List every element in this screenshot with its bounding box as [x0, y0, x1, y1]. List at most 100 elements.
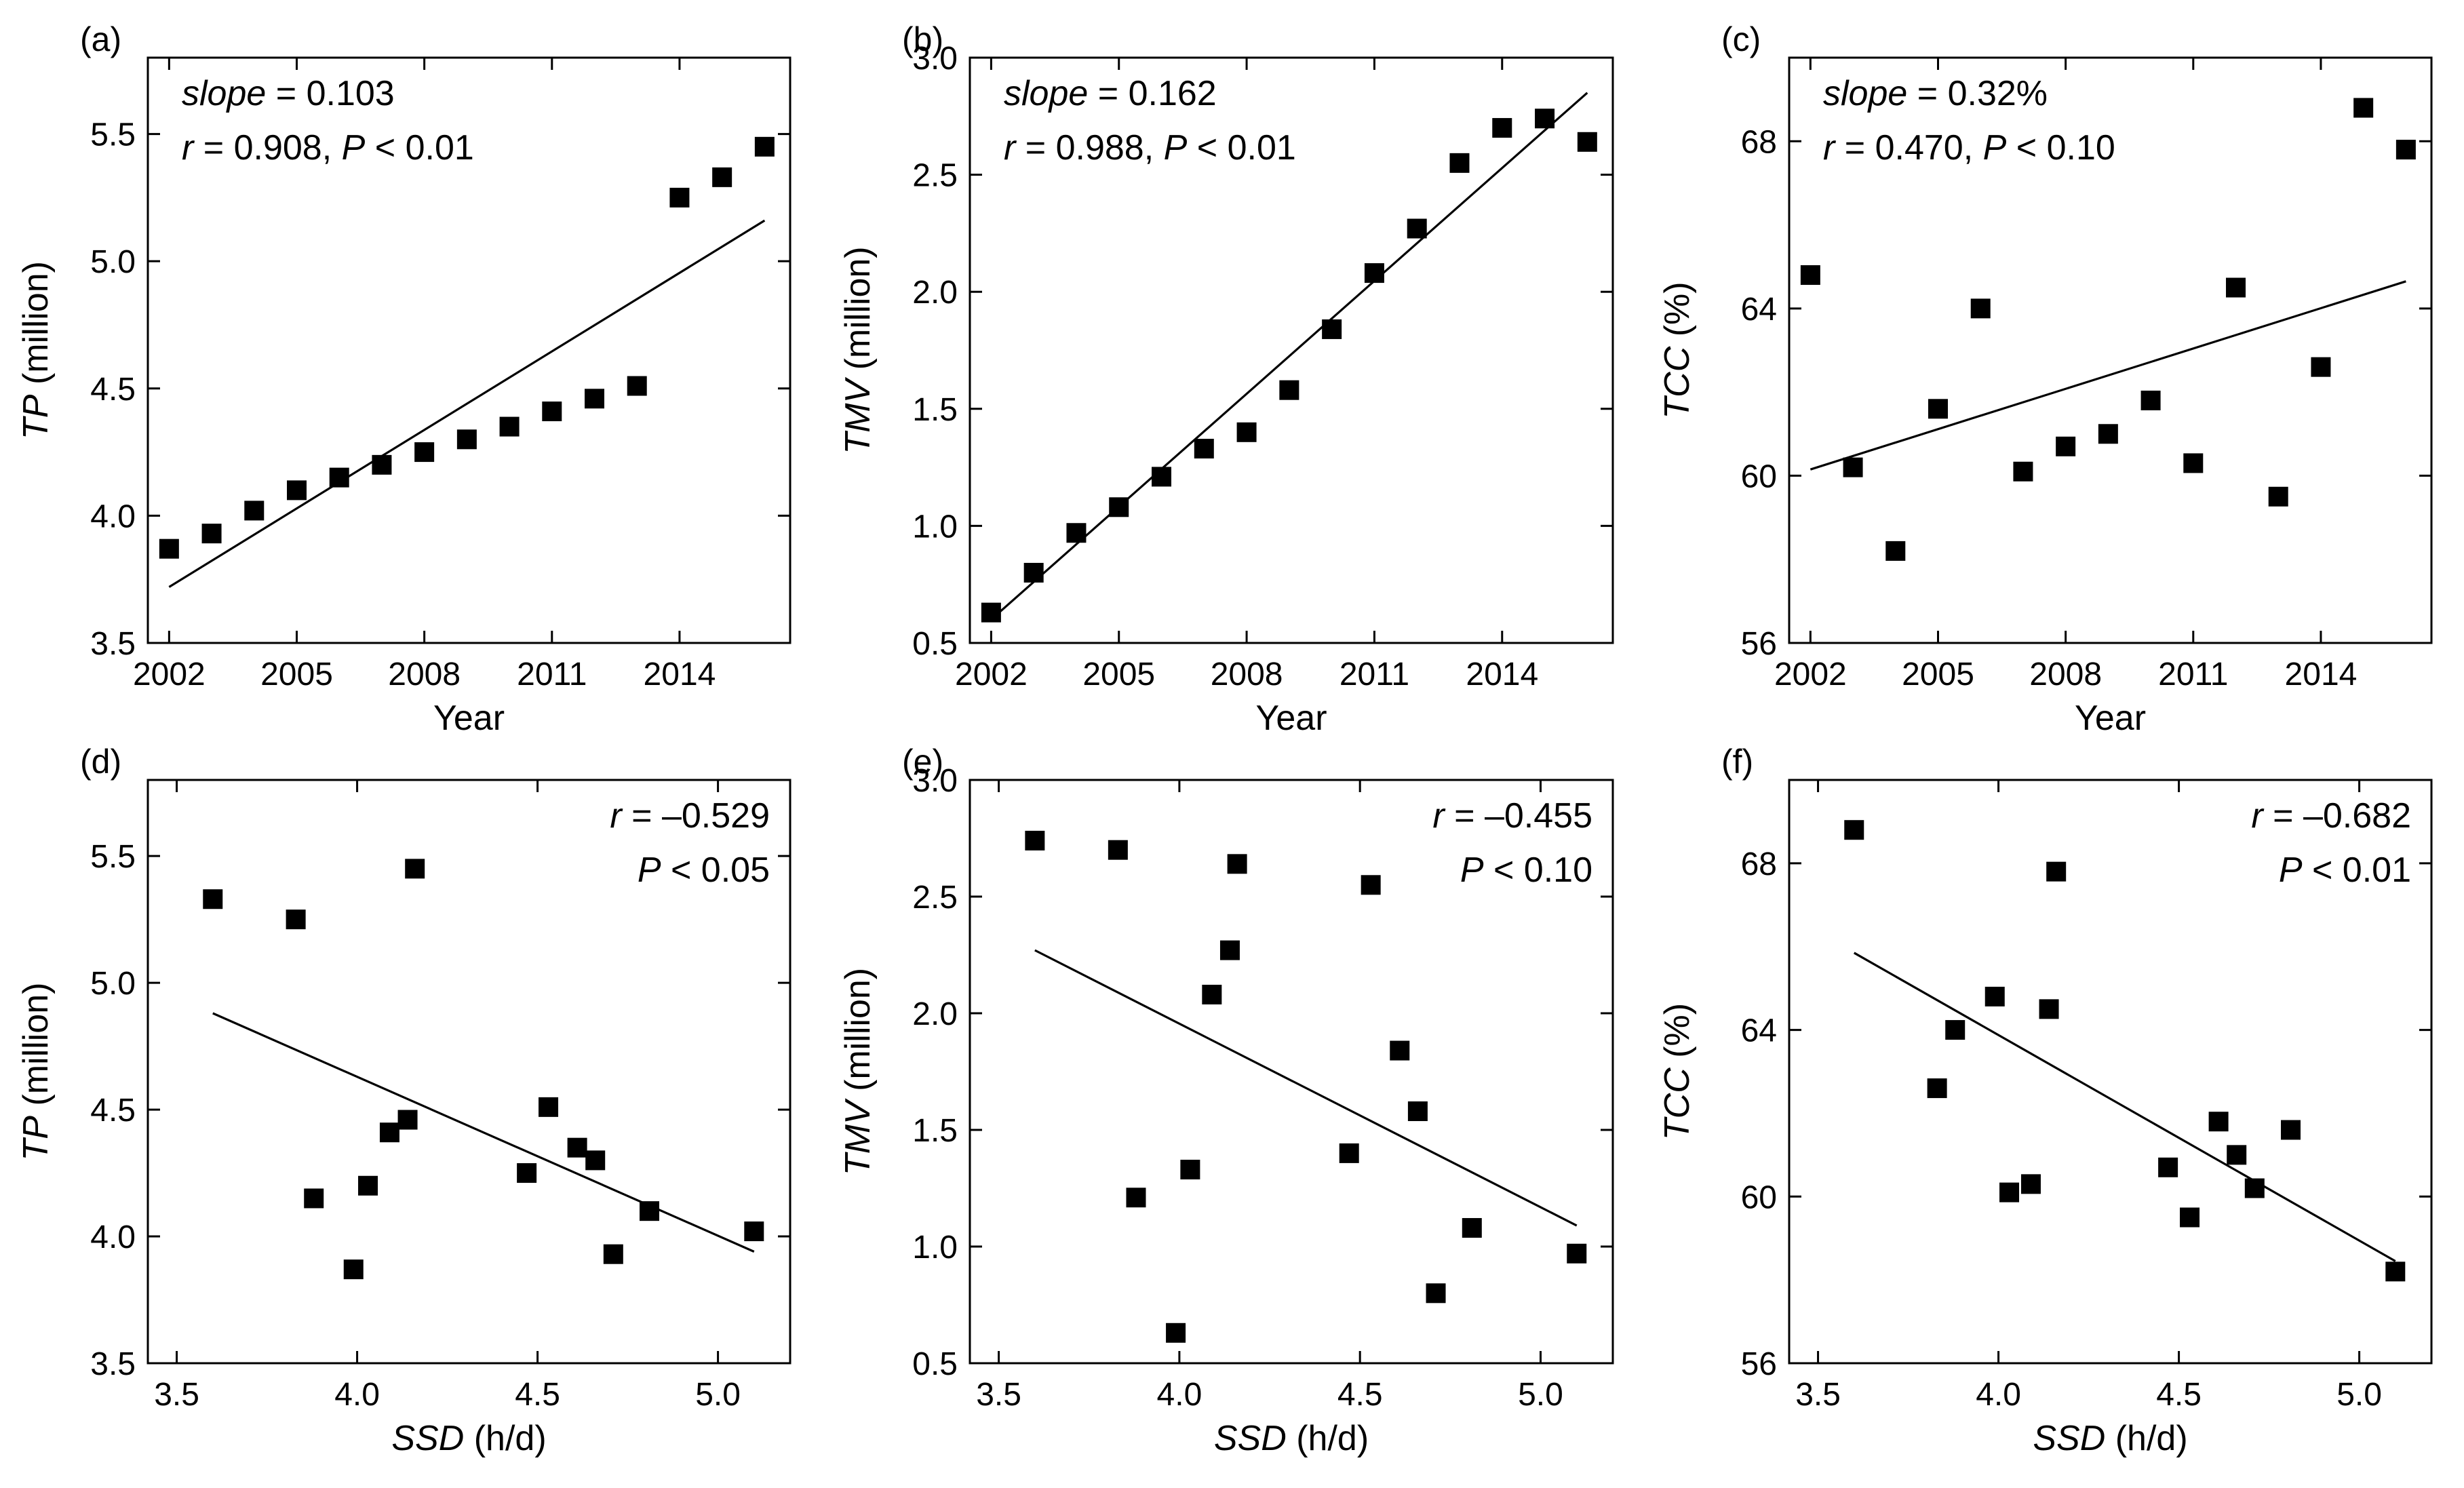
- data-point: [1928, 399, 1949, 419]
- data-point: [1202, 984, 1222, 1004]
- data-point: [1462, 1217, 1482, 1238]
- y-tick-label: 2.5: [912, 158, 958, 194]
- x-tick-label: 4.0: [334, 1377, 380, 1413]
- x-tick-label: 3.5: [976, 1377, 1021, 1413]
- data-point: [159, 539, 179, 559]
- x-tick-label: 2014: [2285, 657, 2358, 692]
- data-point: [1108, 840, 1128, 860]
- data-point: [405, 859, 425, 879]
- stat-annotation: slope = 0.162: [1004, 74, 1217, 113]
- data-point: [1339, 1143, 1359, 1163]
- data-point: [1109, 497, 1129, 517]
- data-point: [2046, 861, 2067, 882]
- data-point: [1844, 820, 1864, 840]
- stat-annotation: r = –0.455: [1432, 796, 1592, 836]
- x-axis-label: Year: [433, 699, 505, 738]
- y-axis-label: TMV (million): [838, 968, 878, 1175]
- x-tick-label: 4.0: [1157, 1377, 1202, 1413]
- x-axis-label: Year: [1255, 699, 1327, 738]
- panel-label: (d): [80, 743, 121, 781]
- x-tick-label: 2011: [1339, 657, 1409, 692]
- x-axis-label: SSD (h/d): [391, 1419, 546, 1458]
- data-point: [379, 1122, 399, 1143]
- data-point: [1970, 298, 1991, 319]
- data-point: [397, 1110, 418, 1130]
- data-point: [2140, 390, 2161, 410]
- data-point: [1885, 541, 1906, 561]
- data-point: [585, 1150, 606, 1171]
- stat-annotation: r = 0.908, P < 0.01: [182, 128, 474, 168]
- y-tick-label: 3.5: [90, 626, 136, 662]
- data-point: [585, 389, 605, 409]
- data-point: [414, 442, 435, 463]
- panel-f: (f) 3.5 4.0 4.5 5.0 56 60 64 68 SSD (h/d) TCC (%) r…: [1658, 743, 2433, 1458]
- stat-annotation: slope = 0.103: [182, 74, 395, 113]
- y-tick-label: 3.5: [90, 1346, 136, 1382]
- regression-line: [212, 1012, 755, 1253]
- data-point: [640, 1201, 660, 1221]
- data-point: [2013, 461, 2033, 482]
- data-point: [372, 454, 392, 475]
- stat-annotation: r = –0.529: [610, 796, 770, 836]
- y-tick-label: 5.5: [90, 839, 136, 875]
- y-tick-label: 2.5: [912, 880, 958, 916]
- y-tick-label: 68: [1741, 846, 1777, 882]
- data-point: [2227, 1145, 2247, 1165]
- data-point: [1025, 830, 1045, 850]
- x-tick-label: 2014: [644, 657, 716, 692]
- data-point: [2244, 1178, 2265, 1198]
- x-axis-label: SSD (h/d): [1214, 1419, 1369, 1458]
- panel-label: (c): [1721, 20, 1761, 58]
- x-tick-label: 2002: [955, 657, 1028, 692]
- y-tick-label: 2.0: [912, 996, 958, 1032]
- regression-line: [990, 92, 1588, 621]
- y-tick-label: 1.0: [912, 509, 958, 545]
- y-tick-label: 56: [1741, 626, 1777, 662]
- x-tick-label: 2005: [1902, 657, 1974, 692]
- data-point: [1800, 265, 1820, 286]
- data-point: [627, 376, 647, 396]
- data-point: [2039, 999, 2059, 1019]
- data-point: [1577, 132, 1597, 152]
- data-point: [669, 187, 690, 208]
- data-point: [744, 1221, 764, 1242]
- x-tick-label: 2002: [1774, 657, 1847, 692]
- data-point: [1227, 854, 1247, 874]
- stat-annotation: r = 0.470, P < 0.10: [1823, 128, 2115, 168]
- data-point: [1236, 422, 1257, 442]
- data-point: [2158, 1157, 2178, 1177]
- x-tick-label: 2011: [2158, 657, 2228, 692]
- panel-a: (a) 2002 2005 2008 2011 2014 3.5 4.0 4.5 5.0 5.5 Ye…: [16, 20, 791, 738]
- y-tick-label: 1.5: [912, 392, 958, 428]
- data-point: [203, 889, 223, 909]
- plot-frame: [146, 56, 791, 644]
- data-point: [517, 1163, 537, 1183]
- x-tick-label: 3.5: [1795, 1377, 1841, 1413]
- stat-annotation: r = –0.682: [2251, 796, 2411, 836]
- data-point: [2395, 140, 2416, 160]
- data-point: [358, 1175, 378, 1196]
- x-tick-label: 5.0: [2336, 1377, 2382, 1413]
- y-tick-label: 5.0: [90, 966, 136, 1002]
- y-tick-label: 5.0: [90, 244, 136, 280]
- stat-annotation: r = 0.988, P < 0.01: [1004, 128, 1296, 168]
- data-point: [1535, 109, 1555, 129]
- panel-b: (b) 2002 2005 2008 2011 2014 0.5 1.0 1.5 2.0 2.5 3.…: [838, 20, 1614, 738]
- data-point: [1449, 153, 1470, 173]
- data-point: [2180, 1207, 2200, 1228]
- regression-line: [168, 219, 766, 588]
- data-point: [1390, 1040, 1410, 1061]
- plot-frame: [1788, 56, 2433, 644]
- y-tick-label: 4.5: [90, 1093, 136, 1129]
- x-tick-label: 2008: [2029, 657, 2102, 692]
- data-point: [343, 1259, 364, 1280]
- data-point: [1843, 457, 1863, 477]
- y-tick-label: 2.0: [912, 275, 958, 311]
- panel-d: (d) 3.5 4.0 4.5 5.0 3.5 4.0 4.5 5.0 5.5 SSD (h/d) T…: [16, 743, 791, 1458]
- data-point: [2311, 357, 2331, 377]
- data-point: [2098, 424, 2118, 444]
- data-point: [712, 167, 732, 187]
- panel-c: (c) 2002 2005 2008 2011 2014 56 60 64 68 Year TCC (…: [1658, 20, 2433, 738]
- x-tick-label: 2002: [133, 657, 206, 692]
